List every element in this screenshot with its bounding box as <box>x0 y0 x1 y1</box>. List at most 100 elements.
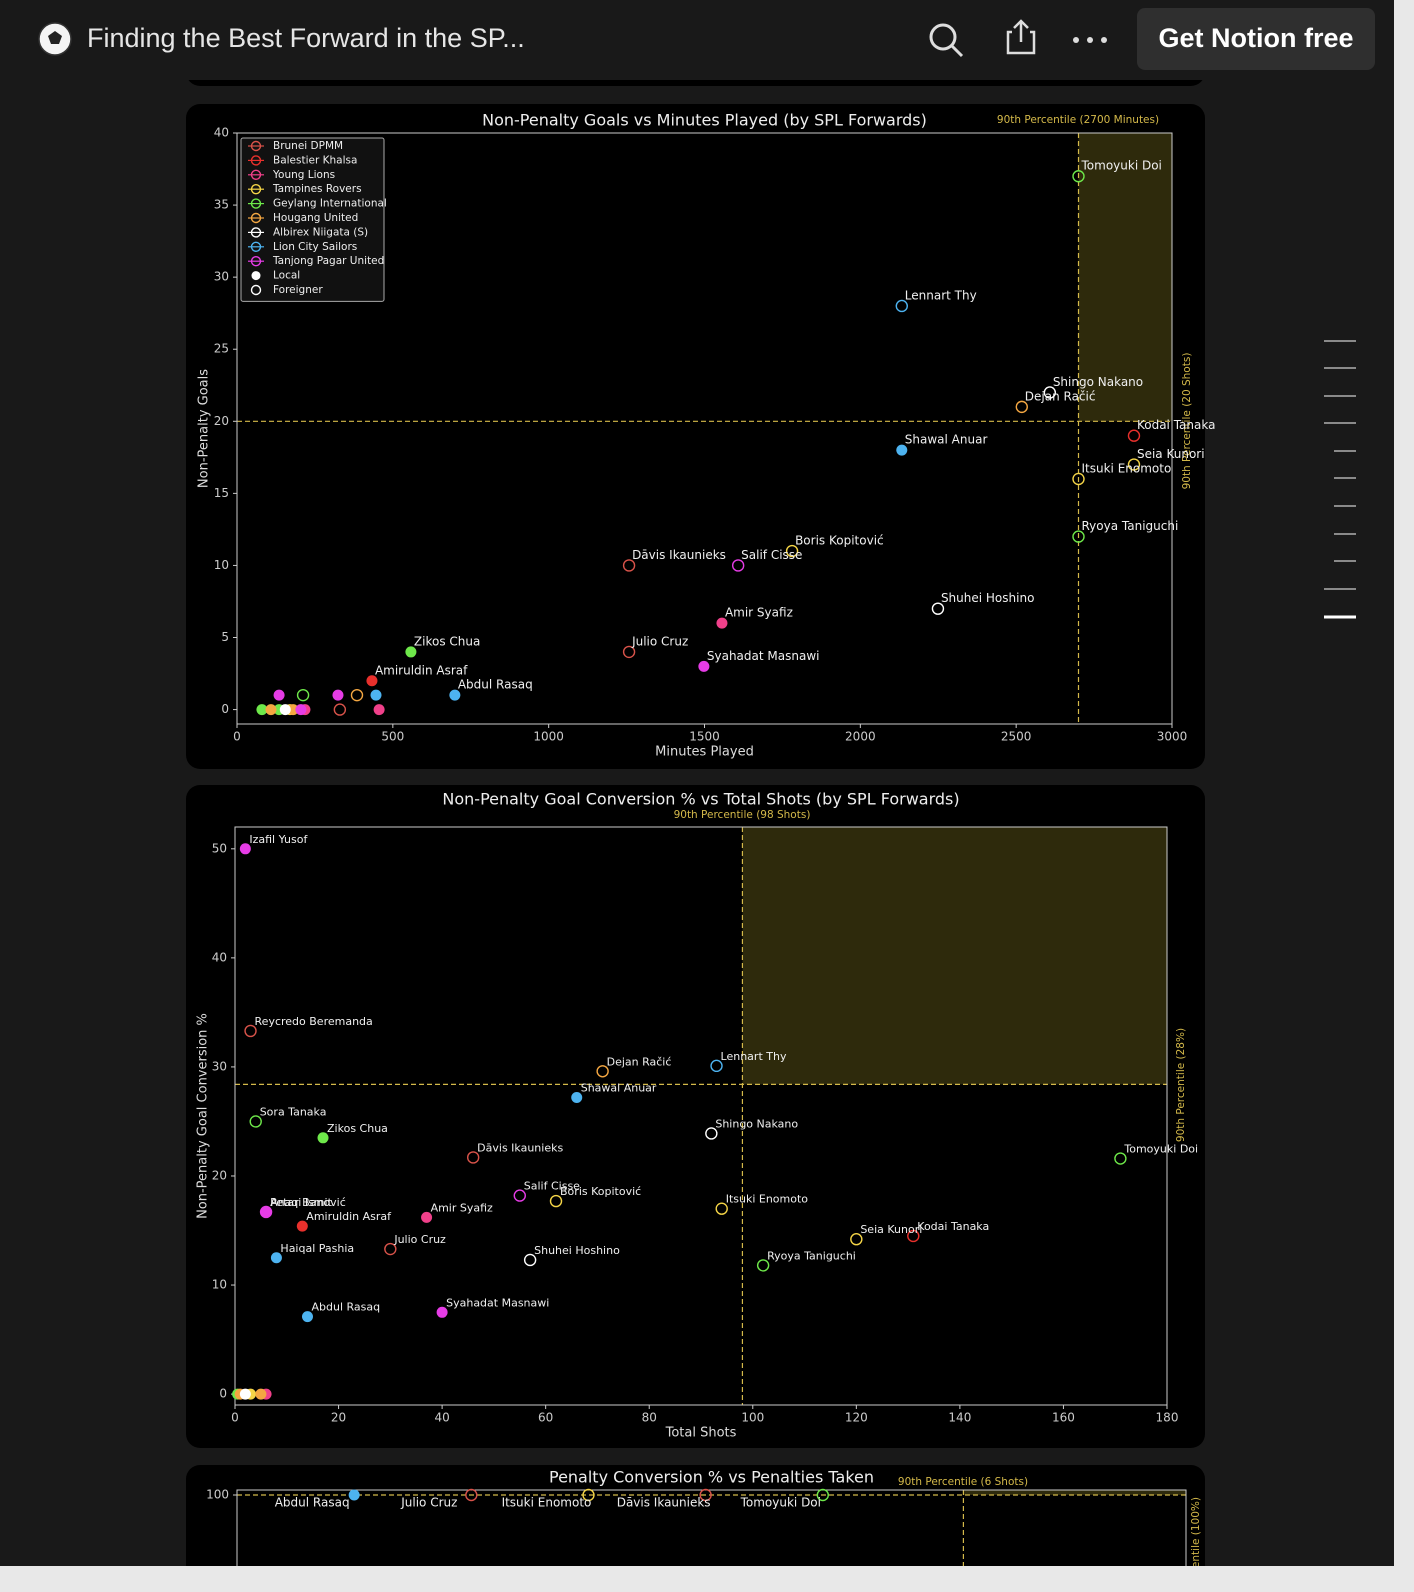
legend-marker <box>251 271 261 281</box>
scatter-point <box>907 1229 920 1243</box>
get-notion-button[interactable] <box>1137 8 1375 70</box>
point-label: Shawal Anuar <box>581 1081 657 1094</box>
more-icon[interactable] <box>1073 37 1107 43</box>
legend-label: Tampines Rovers <box>272 183 362 195</box>
charts: Non-Penalty Goals vs Minutes Played (by … <box>186 104 1215 1592</box>
scatter-point <box>756 1259 770 1272</box>
window-edge-right <box>1394 0 1414 1592</box>
scatter-point <box>1114 1152 1127 1165</box>
scatter-point <box>436 1306 448 1318</box>
scatter-point <box>317 1132 329 1144</box>
x-tick-label: 160 <box>1052 1411 1075 1425</box>
scatter-point <box>296 1220 308 1232</box>
scatter-point <box>405 646 417 658</box>
scatter-point <box>449 689 461 701</box>
y-tick-label: 5 <box>221 630 229 644</box>
legend-label: Tanjong Pagar United <box>272 255 384 267</box>
legend-label: Brunei DPMM <box>273 140 343 152</box>
point-label: Julio Cruz <box>400 1495 457 1509</box>
scatter-point <box>256 704 268 716</box>
plot-frame <box>236 1489 1187 1592</box>
point-label: Itsuki Enomoto <box>502 1495 592 1509</box>
y-tick-label: 40 <box>212 950 227 964</box>
x-tick-label: 120 <box>845 1411 868 1425</box>
y-tick-label: 10 <box>212 1278 227 1292</box>
scatter-point <box>816 1488 830 1502</box>
x-tick-label: 40 <box>434 1411 449 1425</box>
y-tick-label: 20 <box>214 414 229 428</box>
annotation: 90th Percentile (6 Shots) <box>898 1476 1028 1488</box>
legend-marker <box>250 155 262 166</box>
scatter-point <box>260 1206 272 1218</box>
scatter-point <box>715 1202 728 1215</box>
point-label: Boris Kopitović <box>560 1185 641 1198</box>
scatter-point <box>373 704 385 716</box>
chart-title: Non-Penalty Goal Conversion % vs Total S… <box>442 790 959 809</box>
point-label: Lennart Thy <box>905 288 977 302</box>
point-label: Shingo Nakano <box>715 1117 798 1130</box>
point-label: Kodai Tanaka <box>1137 418 1215 432</box>
scatter-point <box>244 1024 257 1038</box>
annotation: 90th Percentile (98 Shots) <box>674 809 811 821</box>
scatter-point <box>259 1205 273 1219</box>
x-tick-label: 0 <box>231 1411 239 1425</box>
y-tick-label: 30 <box>214 270 229 284</box>
legend-marker <box>250 241 262 253</box>
point-label: Amir Syafiz <box>431 1201 493 1214</box>
window-edge <box>0 1566 1414 1592</box>
scatter-point <box>931 602 945 615</box>
y-tick-label: 15 <box>214 486 229 500</box>
point-label: Julio Cruz <box>393 1233 446 1246</box>
scatter-point <box>571 1091 583 1103</box>
point-label: Zikos Chua <box>327 1122 388 1135</box>
point-label: Syahadat Masnawi <box>446 1296 549 1309</box>
threshold-region <box>963 1490 1186 1495</box>
legend-label: Young Lions <box>272 169 335 181</box>
x-tick-label: 1500 <box>689 730 720 744</box>
scatter-point <box>249 1115 262 1128</box>
search-icon[interactable] <box>929 23 964 58</box>
legend-marker <box>250 256 262 267</box>
legend-label: Hougang United <box>273 212 358 224</box>
legend-marker <box>250 227 262 238</box>
point-label: Tomoyuki Doi <box>1081 159 1162 173</box>
point-label: Abdul Rasaq <box>311 1301 380 1314</box>
scatter-point <box>1043 386 1057 399</box>
scatter-point <box>710 1059 723 1073</box>
y-tick-label: 35 <box>214 198 229 212</box>
scatter-point <box>896 444 908 456</box>
scatter-point <box>850 1233 863 1246</box>
toc-outline[interactable] <box>1324 340 1356 619</box>
scatter-point <box>279 704 291 716</box>
page-title[interactable]: Finding the Best Forward in the SP... <box>87 23 525 53</box>
legend-marker <box>250 140 262 152</box>
y-tick-label: 0 <box>221 702 229 716</box>
scatter-point <box>785 544 799 558</box>
point-label: Itsuki Enomoto <box>1082 461 1172 475</box>
scatter-point <box>421 1211 433 1223</box>
point-label: Amiruldin Asraf <box>306 1210 392 1223</box>
scatter-point <box>523 1253 537 1267</box>
legend-label: Foreigner <box>273 284 323 296</box>
point-label: Dāvis Ikaunieks <box>617 1495 711 1509</box>
point-label: Seia Kunori <box>860 1223 922 1236</box>
point-label: Ryoya Taniguchi <box>767 1249 856 1262</box>
share-icon[interactable] <box>1006 19 1036 55</box>
y-tick-label: 50 <box>212 841 227 855</box>
plot-frame <box>234 826 1168 1406</box>
chart-card: Non-Penalty Goals vs Minutes Played (by … <box>186 104 1215 769</box>
scatter-point <box>273 689 285 701</box>
chart-title: Non-Penalty Goals vs Minutes Played (by … <box>482 111 927 130</box>
point-label: Itsuki Enomoto <box>726 1193 809 1206</box>
legend-marker <box>250 212 262 224</box>
legend-marker <box>250 198 262 209</box>
legend-label: Geylang International <box>273 198 387 210</box>
point-label: Ryoya Taniguchi <box>1082 519 1179 533</box>
scatter-point <box>296 688 310 702</box>
legend-label: Lion City Sailors <box>273 241 357 253</box>
point-label: Shawal Anuar <box>905 433 988 447</box>
x-tick-label: 2500 <box>1001 730 1032 744</box>
scatter-point <box>348 1489 360 1501</box>
get-notion-label[interactable]: Get Notion free <box>1158 23 1353 53</box>
